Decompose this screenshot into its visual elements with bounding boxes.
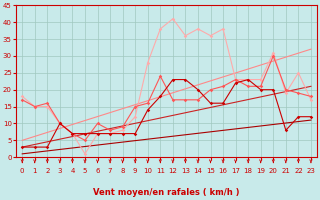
X-axis label: Vent moyen/en rafales ( km/h ): Vent moyen/en rafales ( km/h ) <box>93 188 240 197</box>
